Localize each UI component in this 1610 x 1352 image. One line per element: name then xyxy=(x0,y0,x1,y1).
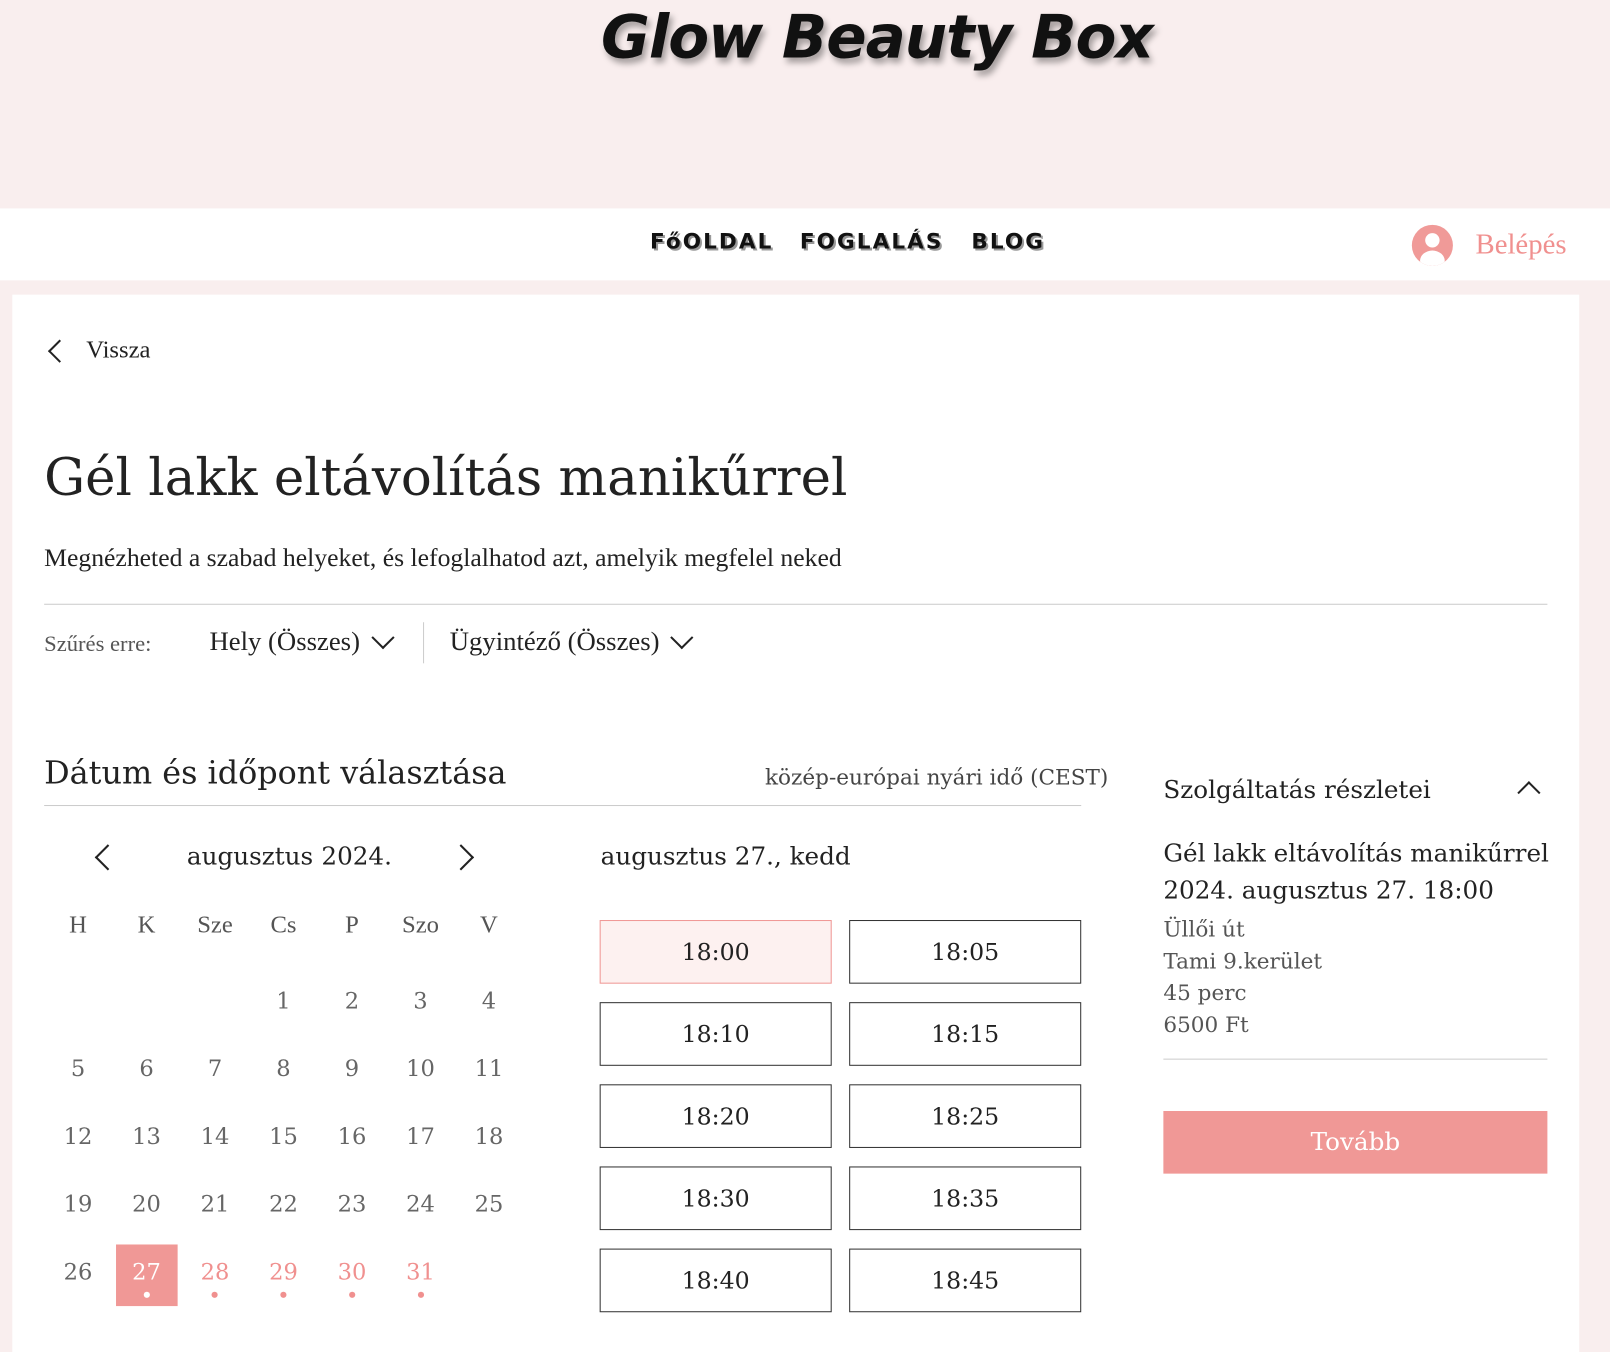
calendar-day: 9 xyxy=(344,1056,360,1083)
back-label: Vissza xyxy=(86,336,151,364)
calendar-day: 17 xyxy=(406,1124,435,1151)
divider xyxy=(1163,1058,1548,1060)
weekday-header: Cs xyxy=(270,911,297,939)
login-label: Belépés xyxy=(1475,228,1567,261)
details-datetime: 2024. augusztus 27. 18:00 xyxy=(1163,875,1494,905)
site-logo[interactable]: Glow Beauty Box xyxy=(601,2,1154,72)
calendar-day: 16 xyxy=(337,1124,367,1151)
details-service: Gél lakk eltávolítás manikűrrel xyxy=(1163,838,1549,868)
calendar-day[interactable]: 28 xyxy=(184,1244,246,1306)
calendar-day: 19 xyxy=(63,1192,93,1218)
time-slot-button[interactable]: 18:30 xyxy=(599,1166,832,1231)
chevron-down-icon xyxy=(670,626,694,650)
calendar-day: 20 xyxy=(132,1192,161,1218)
weekday-header: V xyxy=(480,911,498,939)
time-slot-button[interactable]: 18:40 xyxy=(599,1248,832,1313)
login-button[interactable]: Belépés xyxy=(1411,224,1567,266)
calendar-day: 4 xyxy=(481,988,497,1015)
calendar-day: 1 xyxy=(276,988,291,1015)
time-slot-button[interactable]: 18:05 xyxy=(849,920,1082,984)
time-slot-button[interactable]: 18:35 xyxy=(849,1166,1082,1231)
calendar-day[interactable]: 27 xyxy=(115,1244,178,1307)
availability-dot xyxy=(211,1291,219,1298)
year-label: 2024. xyxy=(321,841,392,871)
weekday-header: K xyxy=(137,911,156,939)
details-staff: Tami 9.kerület xyxy=(1163,948,1323,974)
calendar-day: 22 xyxy=(269,1192,298,1218)
details-address: Üllői út xyxy=(1163,916,1245,942)
booking-card xyxy=(12,294,1580,1352)
calendar-day[interactable]: 31 xyxy=(390,1244,452,1306)
nav-home[interactable]: FőOLDAL xyxy=(649,228,774,254)
month-label: augusztus xyxy=(186,841,314,871)
filter-separator xyxy=(423,622,425,664)
user-avatar-icon xyxy=(1411,224,1453,266)
calendar-day: 13 xyxy=(132,1124,161,1151)
calendar-day: 23 xyxy=(337,1192,367,1218)
calendar-day: 8 xyxy=(276,1056,291,1083)
time-slot-button[interactable]: 18:10 xyxy=(599,1002,832,1066)
time-slot-button[interactable]: 18:00 xyxy=(599,920,832,984)
calendar-day: 5 xyxy=(70,1056,86,1083)
location-filter-dropdown[interactable]: Hely (Összes) xyxy=(209,626,395,657)
timezone-label[interactable]: közép-európai nyári idő (CEST) xyxy=(764,764,1109,790)
availability-dot xyxy=(348,1291,356,1298)
weekday-header: Sze xyxy=(197,911,233,939)
staff-filter-dropdown[interactable]: Ügyintéző (Összes) xyxy=(449,626,694,657)
calendar-day: 15 xyxy=(269,1124,298,1151)
divider xyxy=(44,603,1548,605)
staff-filter-value: Ügyintéző (Összes) xyxy=(449,626,660,657)
calendar-day: 10 xyxy=(406,1056,435,1083)
time-slot-button[interactable]: 18:25 xyxy=(849,1084,1082,1148)
nav-booking[interactable]: FOGLALÁS xyxy=(799,228,944,254)
weekday-header: Szo xyxy=(401,911,439,939)
calendar-day[interactable]: 29 xyxy=(253,1244,315,1306)
calendar-day: 2 xyxy=(344,988,360,1015)
details-heading: Szolgáltatás részletei xyxy=(1163,775,1431,804)
calendar-day: 11 xyxy=(474,1056,504,1083)
calendar-day: 25 xyxy=(474,1192,504,1218)
calendar-day: 26 xyxy=(63,1259,93,1286)
chevron-left-icon xyxy=(47,339,72,363)
weekday-header: H xyxy=(69,911,87,939)
details-duration: 45 perc xyxy=(1163,980,1247,1006)
calendar-day: 21 xyxy=(200,1192,230,1218)
next-button[interactable]: Tovább xyxy=(1163,1110,1548,1174)
date-time-heading: Dátum és időpont választása xyxy=(44,754,507,792)
chevron-down-icon xyxy=(370,626,395,650)
nav-blog[interactable]: BLOG xyxy=(971,228,1046,254)
weekday-header: P xyxy=(345,911,359,939)
time-slot-button[interactable]: 18:20 xyxy=(599,1084,832,1148)
page-subtitle: Megnézheted a szabad helyeket, és lefogl… xyxy=(44,544,842,572)
availability-dot xyxy=(417,1291,424,1298)
calendar-day[interactable]: 30 xyxy=(321,1244,383,1306)
filter-label: Szűrés erre: xyxy=(44,630,152,657)
availability-dot xyxy=(143,1291,150,1298)
calendar-day: 12 xyxy=(63,1124,93,1151)
calendar-day: 3 xyxy=(413,988,428,1015)
page-title: Gél lakk eltávolítás manikűrrel xyxy=(44,447,848,508)
calendar-day: 18 xyxy=(474,1124,504,1151)
time-slot-button[interactable]: 18:45 xyxy=(849,1248,1082,1313)
location-filter-value: Hely (Összes) xyxy=(209,626,360,657)
calendar-day: 14 xyxy=(200,1124,230,1151)
calendar-day: 24 xyxy=(406,1192,435,1218)
back-link[interactable]: Vissza xyxy=(47,336,151,365)
calendar-day: 7 xyxy=(207,1056,223,1083)
divider xyxy=(44,805,1082,807)
time-slot-button[interactable]: 18:15 xyxy=(849,1002,1082,1066)
top-nav: FőOLDAL FOGLALÁS BLOG Belépés xyxy=(0,208,1610,281)
calendar-day: 6 xyxy=(139,1056,154,1083)
availability-dot xyxy=(280,1291,287,1298)
selected-date-label: augusztus 27., kedd xyxy=(600,841,851,871)
details-price: 6500 Ft xyxy=(1163,1012,1249,1038)
